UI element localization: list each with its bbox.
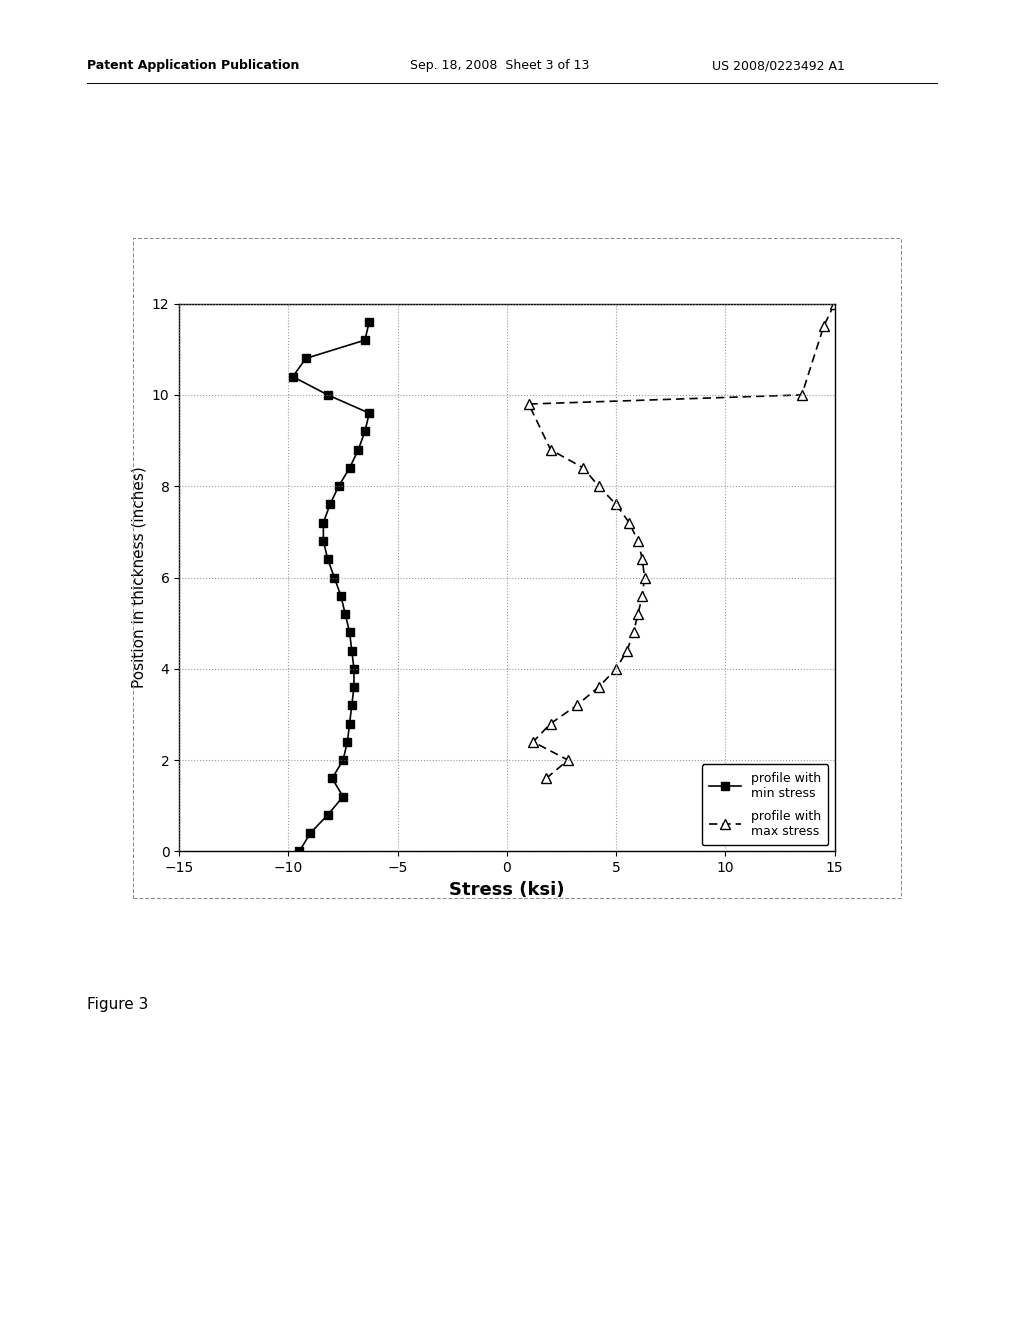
profile with
max stress	[632, 606, 644, 622]
profile with
max stress	[796, 387, 808, 403]
profile with
min stress	[322, 387, 334, 403]
profile with
max stress	[540, 771, 552, 787]
profile with
max stress	[632, 533, 644, 549]
profile with
min stress	[348, 661, 360, 677]
Legend: profile with
min stress, profile with
max stress: profile with min stress, profile with ma…	[701, 764, 828, 845]
profile with
min stress	[335, 587, 347, 603]
profile with
min stress	[364, 405, 376, 421]
profile with
min stress	[343, 624, 355, 640]
profile with
max stress	[636, 552, 648, 568]
profile with
min stress	[333, 478, 345, 494]
profile with
min stress	[324, 496, 336, 512]
profile with
min stress	[300, 351, 312, 367]
profile with
min stress	[341, 734, 353, 750]
Text: US 2008/0223492 A1: US 2008/0223492 A1	[712, 59, 845, 73]
profile with
max stress	[578, 461, 590, 477]
Text: Sep. 18, 2008  Sheet 3 of 13: Sep. 18, 2008 Sheet 3 of 13	[410, 59, 589, 73]
profile with
min stress	[317, 533, 330, 549]
profile with
min stress	[346, 643, 358, 659]
profile with
max stress	[610, 661, 623, 677]
profile with
max stress	[828, 296, 841, 312]
X-axis label: Stress (ksi): Stress (ksi)	[450, 880, 564, 899]
profile with
min stress	[337, 788, 349, 804]
profile with
max stress	[593, 678, 605, 694]
profile with
max stress	[621, 643, 633, 659]
profile with
max stress	[527, 734, 540, 750]
profile with
min stress	[293, 843, 305, 859]
profile with
min stress	[326, 771, 338, 787]
profile with
min stress	[304, 825, 316, 841]
Text: Figure 3: Figure 3	[87, 997, 148, 1011]
profile with
min stress	[352, 442, 365, 458]
profile with
min stress	[343, 461, 355, 477]
profile with
max stress	[638, 570, 650, 586]
profile with
min stress	[364, 314, 376, 330]
profile with
min stress	[348, 678, 360, 694]
profile with
max stress	[570, 697, 583, 713]
profile with
min stress	[322, 807, 334, 822]
profile with
max stress	[623, 515, 635, 531]
profile with
min stress	[343, 715, 355, 731]
Y-axis label: Position in thickness (inches): Position in thickness (inches)	[131, 467, 146, 688]
Text: Patent Application Publication: Patent Application Publication	[87, 59, 299, 73]
profile with
max stress	[628, 624, 640, 640]
profile with
min stress	[322, 552, 334, 568]
profile with
max stress	[636, 587, 648, 603]
profile with
min stress	[328, 570, 340, 586]
profile with
max stress	[562, 752, 574, 768]
profile with
max stress	[593, 478, 605, 494]
Line: profile with
max stress: profile with max stress	[524, 298, 840, 783]
profile with
min stress	[346, 697, 358, 713]
profile with
min stress	[317, 515, 330, 531]
profile with
max stress	[817, 318, 829, 334]
profile with
max stress	[610, 496, 623, 512]
profile with
max stress	[545, 715, 557, 731]
Line: profile with
min stress: profile with min stress	[289, 318, 374, 855]
profile with
min stress	[337, 752, 349, 768]
profile with
min stress	[339, 606, 351, 622]
profile with
max stress	[522, 396, 535, 412]
profile with
max stress	[545, 442, 557, 458]
profile with
min stress	[358, 333, 371, 348]
profile with
min stress	[287, 368, 299, 384]
profile with
min stress	[358, 424, 371, 440]
